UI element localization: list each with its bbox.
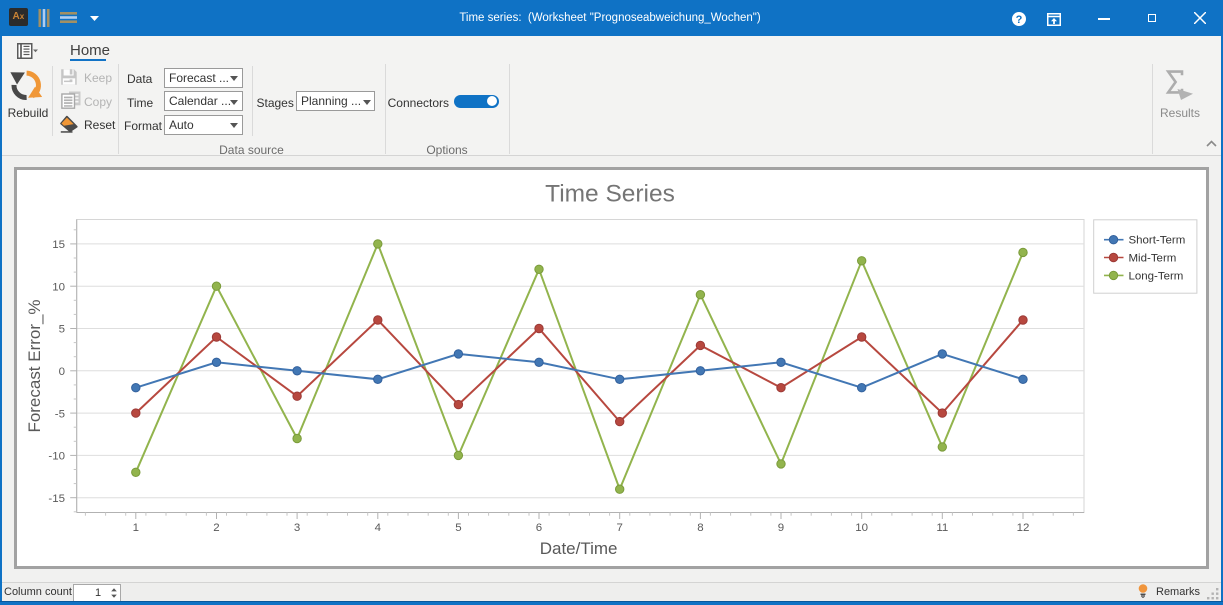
svg-text:-15: -15 bbox=[48, 493, 65, 505]
svg-text:4: 4 bbox=[375, 522, 382, 534]
svg-text:10: 10 bbox=[855, 522, 868, 534]
svg-text:1: 1 bbox=[133, 522, 139, 534]
svg-text:?: ? bbox=[1016, 14, 1023, 26]
svg-text:Forecast Error_%: Forecast Error_% bbox=[25, 299, 44, 432]
svg-text:9: 9 bbox=[778, 522, 784, 534]
svg-text:7: 7 bbox=[617, 522, 623, 534]
svg-text:5: 5 bbox=[59, 324, 65, 336]
svg-text:10: 10 bbox=[52, 281, 65, 293]
svg-text:Long-Term: Long-Term bbox=[1128, 270, 1183, 282]
svg-text:6: 6 bbox=[536, 522, 542, 534]
svg-text:Time Series: Time Series bbox=[545, 181, 675, 208]
svg-text:Short-Term: Short-Term bbox=[1128, 235, 1185, 247]
svg-text:5: 5 bbox=[455, 522, 461, 534]
svg-text:3: 3 bbox=[294, 522, 300, 534]
svg-text:8: 8 bbox=[697, 522, 703, 534]
svg-text:12: 12 bbox=[1017, 522, 1030, 534]
svg-text:0: 0 bbox=[59, 366, 65, 378]
svg-text:Date/Time: Date/Time bbox=[540, 539, 618, 558]
svg-text:-5: -5 bbox=[55, 408, 65, 420]
svg-text:2: 2 bbox=[213, 522, 219, 534]
svg-text:Mid-Term: Mid-Term bbox=[1128, 253, 1176, 265]
svg-text:11: 11 bbox=[936, 522, 948, 534]
svg-text:-10: -10 bbox=[48, 451, 65, 463]
svg-text:15: 15 bbox=[52, 239, 65, 251]
